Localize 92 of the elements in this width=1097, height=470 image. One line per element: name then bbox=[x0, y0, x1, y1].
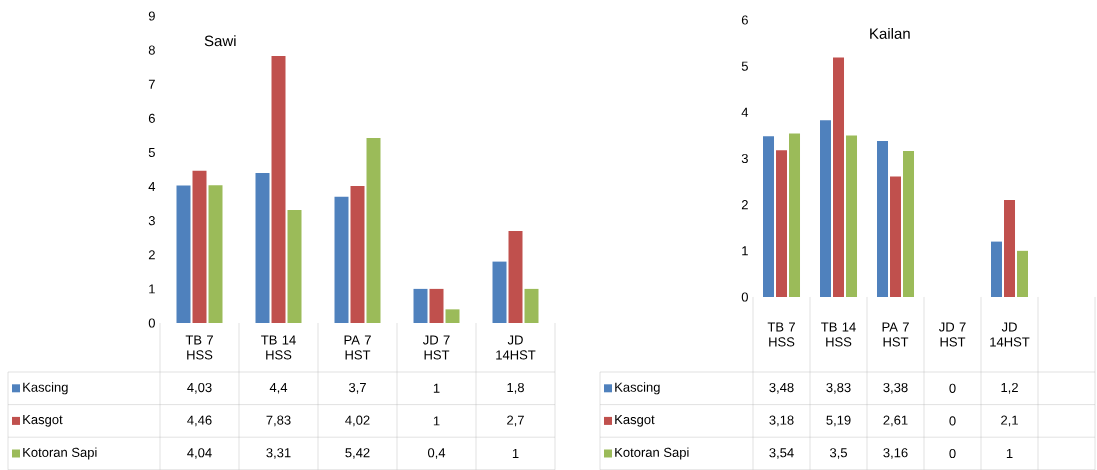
bar bbox=[833, 57, 845, 297]
bar bbox=[429, 288, 444, 323]
x-tick-label: JD 14HST bbox=[990, 322, 1030, 347]
data-label: 1,8 bbox=[507, 382, 524, 394]
x-tick-label: PA 7 HST bbox=[344, 335, 371, 360]
bar bbox=[524, 288, 539, 323]
data-label: 4,02 bbox=[345, 415, 370, 427]
x-tick-label: TB 14 HSS bbox=[261, 335, 296, 360]
y-tick-label: 6 bbox=[741, 15, 748, 25]
legend-label: Kasgot bbox=[23, 415, 63, 427]
bar bbox=[287, 210, 302, 323]
bar bbox=[763, 136, 775, 297]
y-tick-label: 9 bbox=[148, 11, 155, 21]
bar bbox=[176, 185, 191, 323]
legend-label: Kascing bbox=[23, 382, 68, 395]
data-label: 3,83 bbox=[826, 382, 851, 394]
y-tick-label: 0 bbox=[741, 292, 748, 302]
y-tick-label: 3 bbox=[148, 216, 155, 226]
bar bbox=[820, 120, 832, 297]
y-tick-label: 2 bbox=[741, 200, 748, 210]
data-label: 0 bbox=[949, 383, 956, 393]
x-tick-label: TB 7 HSS bbox=[767, 322, 795, 347]
data-label: 1 bbox=[512, 449, 519, 458]
bar bbox=[991, 241, 1003, 297]
data-label: 0,4 bbox=[427, 448, 446, 459]
bar bbox=[776, 150, 788, 297]
legend-label: Kotoran Sapi bbox=[23, 447, 97, 460]
y-tick-label: 5 bbox=[741, 61, 748, 71]
x-tick-label: PA 7 HST bbox=[882, 322, 909, 347]
x-tick-label: TB 7 HSS bbox=[185, 335, 213, 360]
data-label: 4,03 bbox=[187, 382, 212, 394]
data-label: 3,5 bbox=[829, 448, 847, 459]
data-label: 3,7 bbox=[348, 382, 366, 394]
data-label: 2,61 bbox=[883, 415, 908, 427]
y-tick-label: 2 bbox=[148, 250, 155, 260]
bar bbox=[890, 176, 902, 297]
x-tick-label: JD 7 HST bbox=[422, 335, 450, 360]
bar bbox=[413, 288, 428, 323]
y-tick-label: 4 bbox=[148, 182, 156, 192]
y-tick-label: 6 bbox=[148, 113, 155, 123]
bar bbox=[877, 140, 889, 297]
bar bbox=[508, 230, 523, 323]
data-label: 5,19 bbox=[826, 415, 851, 427]
y-tick-label: 4 bbox=[741, 107, 749, 117]
text: Sawi bbox=[204, 35, 236, 47]
data-label: 1 bbox=[1006, 449, 1013, 458]
legend-label: Kasgot bbox=[615, 415, 655, 427]
data-label: 4,4 bbox=[269, 383, 288, 394]
data-label: 3,16 bbox=[883, 448, 908, 459]
bar bbox=[492, 261, 507, 323]
legend-label: Kotoran Sapi bbox=[615, 447, 689, 460]
data-label: 2,7 bbox=[507, 415, 524, 427]
y-tick-label: 1 bbox=[149, 284, 155, 294]
chart-title: Kailan bbox=[870, 27, 910, 39]
bar bbox=[255, 172, 270, 323]
bar bbox=[350, 185, 365, 323]
bar bbox=[208, 185, 223, 323]
bar bbox=[366, 138, 381, 323]
data-label: 0 bbox=[949, 448, 956, 459]
x-tick-label: JD 14HST bbox=[496, 335, 536, 360]
y-tick-label: 8 bbox=[148, 45, 155, 55]
bar bbox=[1017, 250, 1029, 297]
y-tick-label: 5 bbox=[148, 147, 155, 157]
data-label: 3,18 bbox=[769, 415, 794, 427]
data-label: 1 bbox=[433, 383, 440, 393]
bar bbox=[271, 55, 286, 323]
data-label: 3,48 bbox=[769, 382, 794, 394]
bar bbox=[846, 135, 858, 297]
x-tick-label: TB 14 HSS bbox=[821, 322, 856, 347]
data-label: 3,54 bbox=[769, 448, 794, 459]
data-label: 1 bbox=[433, 416, 440, 426]
data-label: 2,1 bbox=[1001, 415, 1018, 427]
data-label: 5,42 bbox=[345, 448, 370, 459]
data-label: 7,83 bbox=[266, 415, 291, 427]
y-tick-label: 3 bbox=[741, 153, 748, 164]
data-label: 1,2 bbox=[1001, 382, 1018, 394]
bar bbox=[789, 133, 801, 297]
y-tick-label: 1 bbox=[742, 246, 748, 256]
bar bbox=[445, 309, 460, 323]
legend-label: Kascing bbox=[615, 382, 660, 395]
data-label: 3,31 bbox=[266, 448, 291, 459]
bar bbox=[903, 151, 915, 297]
bar bbox=[334, 196, 349, 323]
bar bbox=[192, 170, 207, 323]
data-label: 4,46 bbox=[187, 415, 212, 427]
data-label: 0 bbox=[949, 416, 956, 426]
y-tick-label: 0 bbox=[148, 318, 155, 328]
x-tick-label: JD 7 HST bbox=[938, 322, 966, 347]
data-label: 4,04 bbox=[187, 448, 212, 459]
data-label: 3,38 bbox=[883, 382, 908, 394]
bar bbox=[1004, 200, 1016, 297]
y-tick-label: 7 bbox=[148, 79, 155, 89]
